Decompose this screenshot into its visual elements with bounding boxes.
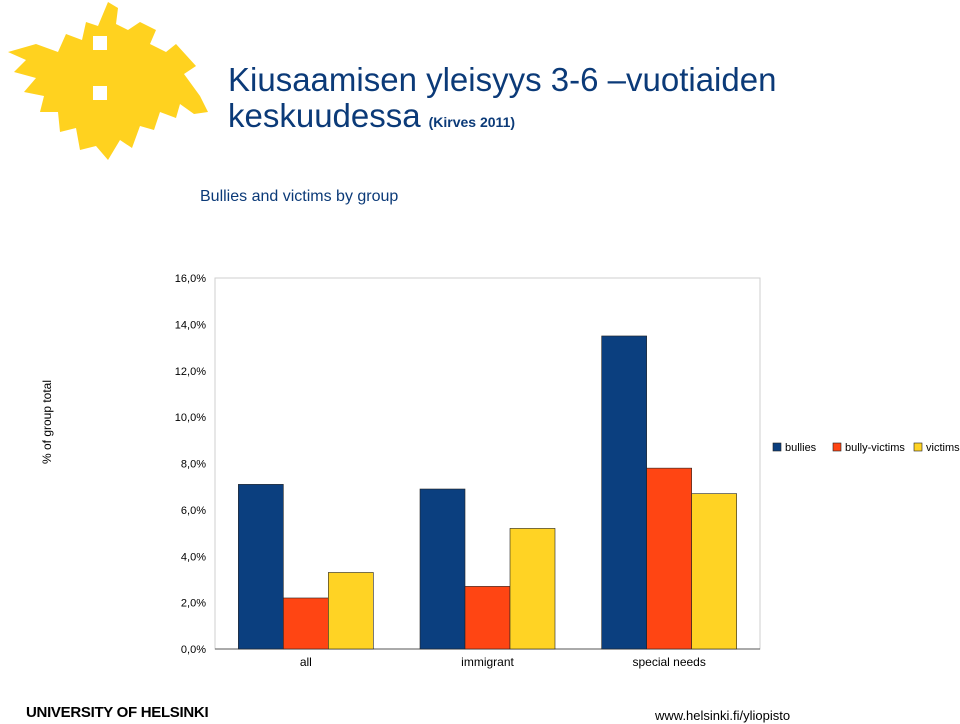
legend-label: victims (926, 442, 960, 454)
slide-title-line-1: Kiusaamisen yleisyys 3-6 –vuotiaiden (228, 61, 777, 98)
y-tick-label: 12,0% (175, 366, 206, 378)
y-tick-label: 0,0% (181, 644, 206, 656)
x-tick-label: immigrant (461, 655, 514, 669)
x-tick-label: special needs (632, 655, 705, 669)
slide-title-line-2: keskuudessa (Kirves 2011) (228, 98, 776, 140)
bar-bully-victims-special-needs (646, 467, 692, 650)
slide-title-reference: (Kirves 2011) (428, 114, 516, 130)
chart-title: Bullies and victims by group (200, 188, 399, 205)
bar-bullies-immigrant (419, 488, 466, 650)
x-tick-label: all (300, 655, 312, 669)
bar-bullies-all (238, 484, 284, 650)
y-tick-label: 14,0% (175, 319, 206, 331)
y-tick-label: 10,0% (175, 412, 206, 424)
bar-victims-special-needs (691, 493, 737, 650)
university-flame-logo-icon (8, 2, 208, 160)
bar-bullies-special-needs (601, 335, 647, 650)
y-tick-label: 16,0% (175, 273, 206, 285)
y-tick-label: 8,0% (181, 459, 206, 471)
bar-bully-victims-all (283, 597, 329, 650)
y-tick-label: 2,0% (181, 598, 206, 610)
bar-bully-victims-immigrant (464, 586, 511, 650)
university-name: UNIVERSITY OF HELSINKI (26, 704, 209, 721)
footer-url[interactable]: www.helsinki.fi/yliopisto (655, 708, 791, 723)
bar-victims-immigrant (509, 528, 556, 650)
legend-swatch (913, 442, 923, 452)
y-tick-label: 4,0% (181, 551, 206, 563)
legend-swatch (832, 442, 842, 452)
bar-chart: 0,0% 2,0% 4,0% 6,0% 8,0% 10,0% 12,0% 14,0% 16,0%… (175, 273, 960, 669)
bar-victims-all (328, 572, 374, 650)
legend-label: bully-victims (845, 442, 905, 454)
legend-swatch (772, 442, 782, 452)
slide-title: Kiusaamisen yleisyys 3-6 –vuotiaiden kes… (228, 62, 776, 140)
slide-title-text: keskuudessa (228, 97, 421, 134)
legend-label: bullies (785, 442, 817, 454)
y-tick-label: 6,0% (181, 505, 206, 517)
